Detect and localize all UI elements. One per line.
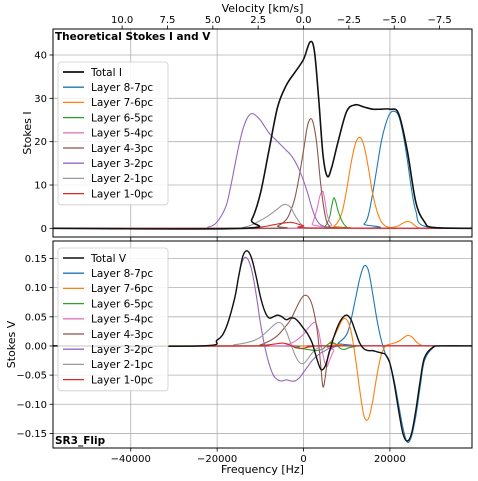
stokes-v-panel: −40000 −20000 0 20000 −0.15 −0.10 −0.05 0.00 0.0… [5, 240, 473, 476]
velocity-tick-label: −2.5 [337, 15, 361, 26]
legend-entry: Total I [90, 67, 122, 79]
legend-entry: Layer 6-5pc [91, 298, 153, 310]
y-tick-label: 40 [34, 51, 47, 62]
stokes-v-annotation: SR3_Flip [55, 435, 106, 447]
legend-entry: Layer 8-7pc [91, 82, 153, 94]
legend-box [57, 61, 169, 206]
legend-entry: Layer 7-6pc [91, 283, 153, 295]
series-line-layer-4-3pc [53, 118, 472, 230]
legend-entry: Layer 5-4pc [91, 314, 153, 326]
series-line-total-v [53, 250, 472, 442]
stokes-i-panel: 0 10 20 30 40 10.0 7.5 5.0 2.5 0.0 −2.5 −5.0 −7.5 T… [21, 2, 473, 241]
stokes-v-ticks: −40000 −20000 0 20000 −0.15 −0.10 −0.05 0.00 0.0… [16, 254, 405, 465]
series-line-layer-1-0pc [53, 342, 472, 349]
velocity-tick-label: 0.0 [296, 15, 312, 26]
y-tick-label: 0.15 [25, 254, 47, 265]
legend-entry: Total V [90, 253, 127, 265]
x-tick-label: 20000 [374, 454, 406, 465]
y-tick-label: 0 [41, 224, 47, 235]
stokes-v-ylabel: Stokes V [5, 320, 18, 368]
y-tick-label: −0.05 [16, 371, 47, 382]
velocity-tick-label: −7.5 [427, 15, 451, 26]
velocity-tick-label: 2.5 [250, 15, 266, 26]
legend-entry: Layer 1-0pc [91, 188, 153, 200]
x-tick-label: 0 [300, 454, 306, 465]
legend-entry: Layer 8-7pc [91, 268, 153, 280]
legend-entry: Layer 7-6pc [91, 97, 153, 109]
legend-entry: Layer 5-4pc [91, 128, 153, 140]
stokes-i-legend: Total I Layer 8-7pc Layer 7-6pc Layer 6-5pc… [57, 61, 169, 206]
y-tick-label: 30 [34, 94, 47, 105]
y-tick-label: 20 [34, 137, 47, 148]
stokes-v-legend: Total V Layer 8-7pc Layer 7-6pc Layer 6-5pc… [57, 247, 169, 392]
stokes-i-curves [53, 40, 472, 230]
stokes-v-frame [52, 240, 473, 449]
x-tick-label: −40000 [111, 454, 151, 465]
y-tick-label: 0.00 [25, 341, 47, 352]
frequency-axis-label: Frequency [Hz] [221, 463, 304, 476]
x-tick-label: −20000 [197, 454, 237, 465]
velocity-tick-label: 7.5 [160, 15, 176, 26]
legend-entry: Layer 1-0pc [91, 374, 153, 386]
series-line-layer-1-0pc [53, 221, 472, 229]
stokes-i-ticks: 0 10 20 30 40 [34, 51, 391, 241]
legend-entry: Layer 3-2pc [91, 344, 153, 356]
stokes-v-curves [53, 250, 472, 444]
series-line-layer-2-1pc [53, 321, 472, 365]
legend-entry: Layer 3-2pc [91, 158, 153, 170]
velocity-tick-label: −5.0 [382, 15, 406, 26]
series-line-layer-8-7pc [53, 110, 472, 230]
legend-entry: Layer 2-1pc [91, 359, 153, 371]
stokes-i-ylabel: Stokes I [21, 111, 34, 154]
velocity-axis-ticks: 10.0 7.5 5.0 2.5 0.0 −2.5 −5.0 −7.5 [111, 15, 452, 29]
legend-entry: Layer 4-3pc [91, 329, 153, 341]
legend-entry: Layer 4-3pc [91, 143, 153, 155]
y-tick-label: −0.10 [16, 400, 47, 411]
y-tick-label: 10 [34, 181, 47, 192]
y-tick-label: −0.15 [16, 429, 47, 440]
legend-box [57, 247, 169, 392]
velocity-tick-label: 5.0 [205, 15, 221, 26]
y-tick-label: 0.10 [25, 283, 47, 294]
stokes-i-annotation: Theoretical Stokes I and V [55, 31, 211, 43]
stokes-i-frame [52, 28, 473, 238]
y-tick-label: 0.05 [25, 312, 47, 323]
series-line-layer-5-4pc [53, 321, 472, 367]
series-line-total-i [53, 40, 472, 230]
legend-entry: Layer 2-1pc [91, 173, 153, 185]
series-line-layer-7-6pc [53, 136, 472, 230]
legend-entry: Layer 6-5pc [91, 112, 153, 124]
velocity-axis-label: Velocity [km/s] [222, 2, 304, 15]
series-line-layer-8-7pc [53, 264, 472, 444]
velocity-tick-label: 10.0 [111, 15, 133, 26]
